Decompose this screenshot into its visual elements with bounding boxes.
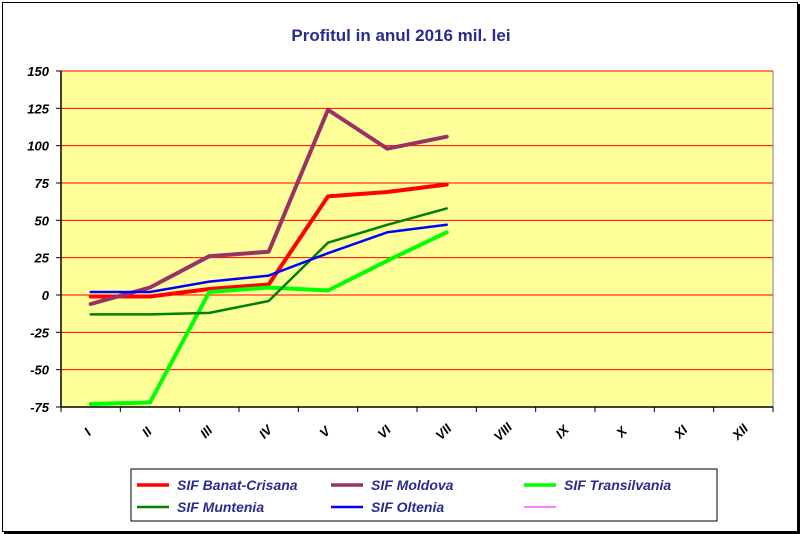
series-line-2 (88, 230, 449, 406)
y-tick-label: 50 (35, 213, 50, 228)
plot-area (60, 70, 774, 408)
series-line-4 (89, 223, 448, 294)
x-tick-label: IV (256, 421, 276, 441)
series-line-3 (89, 207, 448, 316)
x-tick-label: I (81, 425, 94, 438)
y-tick-label: 75 (35, 176, 50, 191)
legend-label-4: SIF Oltenia (371, 499, 444, 515)
y-tick-label: 150 (27, 64, 49, 79)
y-tick-label: -50 (30, 363, 50, 378)
legend-label-2: SIF Transilvania (564, 477, 671, 493)
y-tick-label: 100 (27, 139, 49, 154)
x-tick-label: IX (553, 421, 573, 441)
x-tick-label: XI (670, 422, 690, 442)
series-line-0 (88, 182, 449, 299)
y-tick-label: -75 (30, 400, 50, 415)
x-tick-label: VII (433, 421, 455, 443)
x-tick-label: II (139, 424, 155, 440)
gridlines (61, 70, 773, 371)
legend: SIF Banat-Crisana SIF Moldova SIF Transilv… (130, 468, 718, 522)
legend-box (130, 468, 718, 522)
x-tick-label: VIII (491, 419, 516, 444)
x-tick-label: VI (375, 422, 395, 442)
y-tick-label: 25 (34, 251, 50, 266)
line-chart: Profitul in anul 2016 mil. lei -75 -50 -25… (27, 26, 774, 522)
x-tick-label: X (612, 423, 630, 441)
x-tick-label: V (316, 423, 334, 441)
y-tick-label: -25 (30, 325, 50, 340)
legend-label-3: SIF Muntenia (177, 499, 264, 515)
chart-title: Profitul in anul 2016 mil. lei (291, 26, 510, 45)
series-line-1 (88, 107, 449, 306)
series-lines (88, 107, 449, 406)
x-tick-label: XII (729, 421, 752, 444)
y-tick-label: 125 (27, 101, 49, 116)
legend-label-1: SIF Moldova (371, 477, 454, 493)
x-tick-label: III (197, 422, 216, 441)
legend-label-0: SIF Banat-Crisana (177, 477, 298, 493)
y-tick-label: 0 (42, 288, 50, 303)
